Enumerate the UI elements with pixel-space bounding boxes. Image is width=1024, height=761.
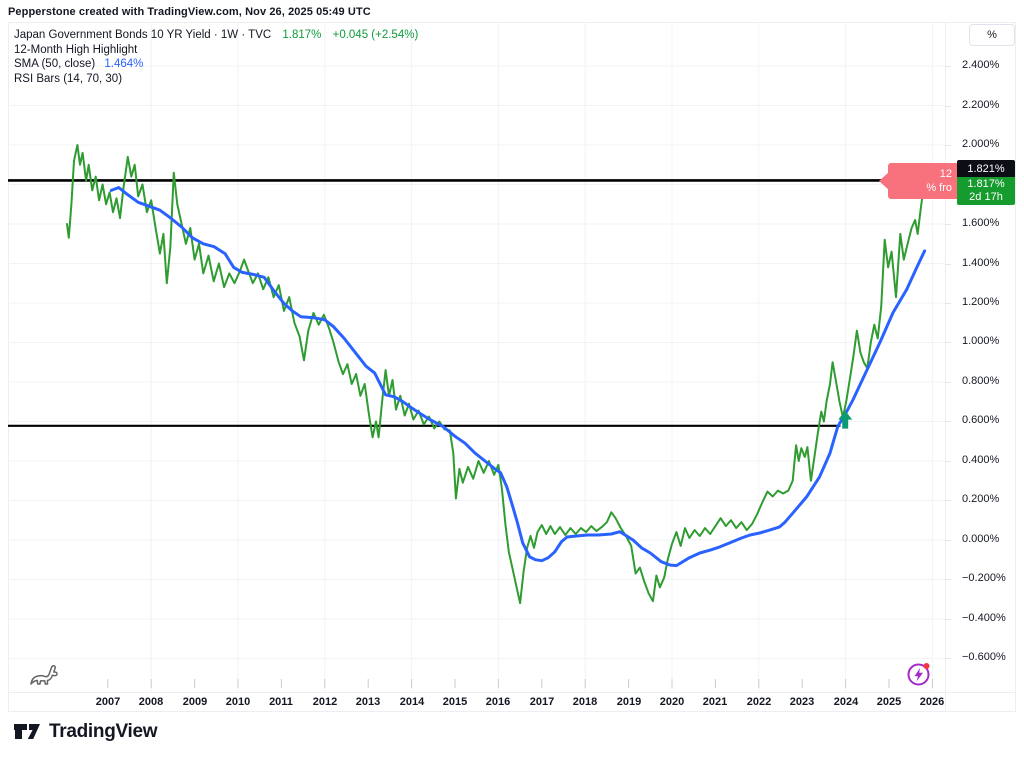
price-tick-dash [945,421,951,422]
chart-plot-area[interactable] [8,22,945,692]
brand-footer[interactable]: TradingView [14,719,158,745]
price-tick-label: −0.400% [962,612,1006,624]
last-price-label: 1.817% 2d 17h [957,177,1015,205]
year-label: 2017 [529,696,555,708]
price-tick-dash [945,579,951,580]
price-tick-dash [945,500,951,501]
price-tick-label: 2.400% [962,59,1000,71]
price-tick-label: 1.400% [962,257,1000,269]
price-tick-dash [945,461,951,462]
legend-highlight-indicator[interactable]: 12-Month High Highlight [14,43,138,56]
year-label: 2012 [312,696,338,708]
last-price-value: 1.817% [967,178,1005,190]
year-label: 2022 [746,696,772,708]
price-tick-label: 2.200% [962,99,1000,111]
price-tick-label: 1.600% [962,217,1000,229]
twelve-month-high-callout: 12 % fro [888,163,960,199]
year-label: 2008 [138,696,164,708]
sma-label: SMA (50, close) [14,58,96,70]
price-axis[interactable]: % 1.821% 1.817% 2d 17h 2.400% 2.200% 2.000… [945,0,1024,712]
legend-rsi-indicator[interactable]: RSI Bars (14, 70, 30) [14,72,123,85]
price-tick-label: 2.000% [962,138,1000,150]
price-scale-separator [945,22,946,712]
price-tick-label: −0.600% [962,651,1006,663]
up-arrow-marker [838,410,853,429]
sma-value: 1.464% [104,58,144,70]
chart-legend: Japan Government Bonds 10 YR Yield · 1W … [14,28,418,86]
year-label: 2018 [572,696,598,708]
flash-news-icon[interactable] [905,660,933,688]
price-tick-dash [945,303,951,304]
price-tick-dash [945,145,951,146]
price-tick-label: 1.000% [962,335,1000,347]
year-label: 2007 [95,696,121,708]
high-callout-pointer [879,172,889,190]
symbol-title: Japan Government Bonds 10 YR Yield · 1W … [14,29,272,41]
year-label: 2013 [355,696,381,708]
year-label: 2016 [485,696,511,708]
year-label: 2015 [442,696,468,708]
price-tick-dash [945,342,951,343]
callout-text-line2: % fro [926,182,952,194]
dinosaur-watermark-icon [30,664,58,685]
year-label: 2024 [833,696,859,708]
callout-text-line1: 12 [939,168,952,180]
year-label: 2026 [919,696,945,708]
series-sma-50 [109,186,927,568]
year-label: 2014 [399,696,425,708]
bar-countdown: 2d 17h [969,191,1003,203]
brand-name: TradingView [49,721,158,742]
price-tick-dash [945,224,951,225]
price-tick-label: 0.400% [962,454,1000,466]
year-label: 2020 [659,696,685,708]
price-tick-dash [945,264,951,265]
year-label: 2019 [616,696,642,708]
price-tick-label: 0.200% [962,493,1000,505]
year-label: 2009 [182,696,208,708]
price-tick-dash [945,382,951,383]
tradingview-logo-icon [14,724,40,739]
percent-unit-button[interactable]: % [969,24,1015,46]
legend-sma-indicator[interactable]: SMA (50, close) 1.464% [14,57,418,72]
year-label: 2025 [876,696,902,708]
year-label: 2021 [702,696,728,708]
price-tick-dash [945,106,951,107]
price-tick-dash [945,66,951,67]
legend-symbol-row[interactable]: Japan Government Bonds 10 YR Yield · 1W … [14,28,418,43]
legend-last-price: 1.817% [282,29,322,41]
price-tick-label: 1.200% [962,296,1000,308]
price-tick-label: −0.200% [962,572,1006,584]
price-tick-dash [945,658,951,659]
price-tick-dash [945,540,951,541]
price-tick-label: 0.600% [962,414,1000,426]
time-axis[interactable]: 2007 2008 2009 2010 2011 2012 2013 2014 2015 2016… [0,692,1024,712]
year-label: 2011 [269,696,293,708]
high-price-label: 1.821% [957,160,1015,177]
time-scale-separator [8,692,1016,693]
price-tick-dash [945,619,951,620]
year-label: 2010 [225,696,251,708]
price-tick-label: 0.000% [962,533,1000,545]
legend-change: +0.045 (+2.54%) [332,29,419,41]
year-label: 2023 [789,696,815,708]
price-tick-label: 0.800% [962,375,1000,387]
attribution-note: Pepperstone created with TradingView.com… [8,6,371,18]
series-jgb-10y-yield [66,144,927,605]
